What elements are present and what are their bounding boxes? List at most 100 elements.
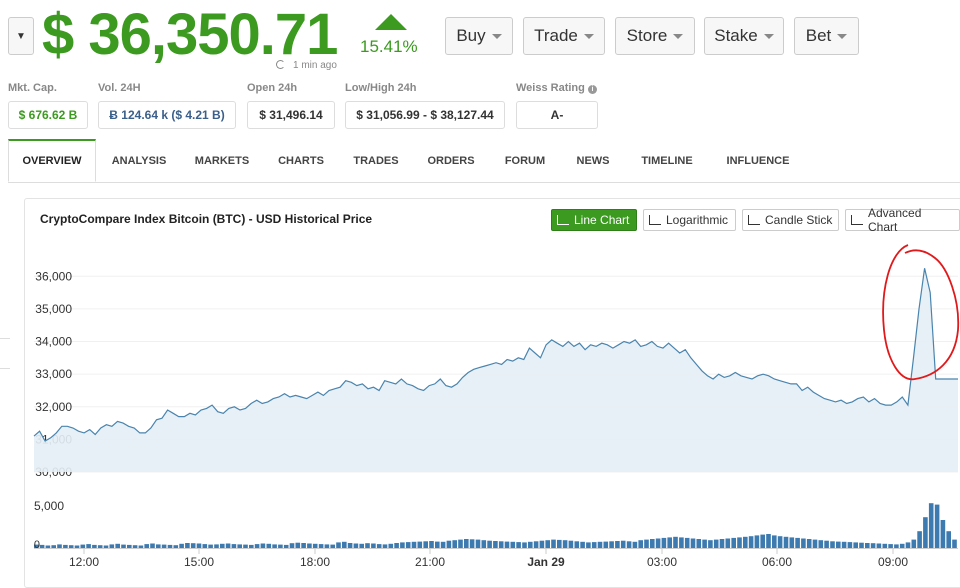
volume-bar	[173, 545, 179, 548]
volume-bar	[405, 542, 411, 548]
volume-bar	[190, 543, 196, 548]
volume-bar	[394, 543, 399, 548]
trade-button[interactable]: Trade	[523, 17, 605, 55]
annotation-circle	[882, 244, 960, 380]
volume-bar	[597, 541, 603, 548]
volume-bar	[713, 539, 719, 548]
volume-bar	[115, 543, 120, 548]
volume-bar	[551, 539, 556, 548]
volume-bar	[899, 543, 905, 548]
volume-bar	[92, 544, 97, 548]
volume-bar	[644, 539, 649, 548]
volume-bar	[74, 545, 80, 548]
volume-bar	[609, 541, 614, 548]
volume-bar	[743, 536, 748, 548]
volume-bar	[504, 541, 510, 548]
volume-bar	[638, 540, 643, 548]
caret-down-icon: ▼	[16, 30, 26, 42]
tab-influence[interactable]: INFLUENCE	[726, 154, 790, 167]
volume-bar	[388, 543, 394, 548]
volume-y-tick-label: 5,000	[34, 499, 64, 513]
volume-bar	[894, 544, 899, 548]
volume-bar	[435, 541, 440, 548]
coin-selector-toggle[interactable]: ▼	[8, 17, 34, 55]
caret-down-icon	[837, 33, 848, 39]
low-high-value: $ 31,056.99 - $ 38,127.44	[345, 101, 505, 129]
volume-bar	[923, 517, 928, 548]
volume-bar	[342, 541, 347, 548]
volume-bar	[528, 541, 533, 548]
price-chart[interactable]: 30,00031,00032,00033,00034,00035,00036,0…	[0, 240, 960, 585]
volume-bar	[836, 541, 841, 548]
tab-forum[interactable]: FORUM	[504, 154, 546, 167]
volume-bar	[68, 545, 74, 548]
market-cap-label: Mkt. Cap.	[8, 82, 57, 94]
tab-news[interactable]: NEWS	[576, 154, 610, 167]
volume-bar	[911, 539, 917, 548]
volume-bar	[353, 543, 359, 548]
caret-down-icon	[491, 33, 502, 39]
volume-bar	[737, 537, 742, 548]
volume-bar	[156, 544, 161, 548]
volume-bar	[696, 539, 702, 548]
volume-y-tick-label: 0	[34, 539, 40, 551]
bet-label: Bet	[805, 26, 832, 45]
volume-bar	[777, 536, 783, 548]
section-tabs: OVERVIEW ANALYSIS MARKETS CHARTS TRADES …	[8, 139, 960, 183]
x-tick-label: 06:00	[762, 555, 792, 569]
x-tick-label: 09:00	[878, 555, 908, 569]
volume-bar	[888, 544, 893, 548]
volume-bar	[376, 544, 382, 548]
volume-bar	[946, 531, 951, 548]
candle-stick-button[interactable]: Candle Stick	[742, 209, 839, 231]
y-tick-label: 33,000	[35, 367, 72, 381]
volume-bar	[615, 541, 620, 548]
stake-button[interactable]: Stake	[704, 17, 784, 55]
volume-bar	[510, 541, 516, 548]
volume-bar	[545, 540, 550, 548]
store-button[interactable]: Store	[615, 17, 695, 55]
volume-bar	[574, 541, 580, 548]
volume-bar	[179, 543, 184, 548]
up-arrow-icon	[375, 14, 407, 30]
volume-bar	[673, 536, 678, 548]
tab-timeline[interactable]: TIMELINE	[641, 154, 693, 167]
volume-bar	[580, 541, 585, 548]
advanced-chart-button[interactable]: Advanced Chart	[845, 206, 960, 234]
volume-bar	[882, 543, 888, 548]
mountain-chart-icon	[851, 215, 863, 225]
volume-bar	[928, 503, 934, 548]
line-chart-button[interactable]: Line Chart	[551, 209, 637, 231]
volume-bar	[132, 545, 138, 548]
volume-bar	[417, 541, 423, 548]
volume-bar	[260, 543, 266, 548]
trade-label: Trade	[534, 26, 578, 45]
weiss-rating-label: Weiss Rating i	[516, 82, 597, 94]
volume-bar	[121, 544, 126, 548]
volume-bar	[487, 540, 492, 548]
volume-bar	[870, 543, 876, 548]
tab-analysis[interactable]: ANALYSIS	[111, 154, 167, 167]
volume-bar	[655, 538, 661, 548]
volume-bar	[719, 539, 725, 548]
bet-button[interactable]: Bet	[794, 17, 859, 55]
tab-markets[interactable]: MARKETS	[194, 154, 250, 167]
tab-orders[interactable]: ORDERS	[427, 154, 475, 167]
volume-bar	[789, 537, 795, 548]
tab-trades[interactable]: TRADES	[353, 154, 399, 167]
tab-charts[interactable]: CHARTS	[278, 154, 324, 167]
logarithmic-label: Logarithmic	[666, 213, 729, 227]
y-tick-label: 32,000	[35, 400, 72, 414]
volume-bar	[423, 541, 428, 548]
volume-bar	[586, 542, 591, 548]
volume-bar	[772, 535, 777, 548]
info-icon[interactable]: i	[587, 85, 597, 94]
tab-overview[interactable]: OVERVIEW	[8, 139, 96, 182]
volume-bar	[161, 544, 167, 548]
logarithmic-button[interactable]: Logarithmic	[643, 209, 736, 231]
volume-bar	[702, 539, 707, 548]
volume-bar	[150, 543, 155, 548]
buy-button[interactable]: Buy	[445, 17, 513, 55]
volume-bar	[109, 544, 115, 548]
volume-bar	[731, 537, 736, 548]
